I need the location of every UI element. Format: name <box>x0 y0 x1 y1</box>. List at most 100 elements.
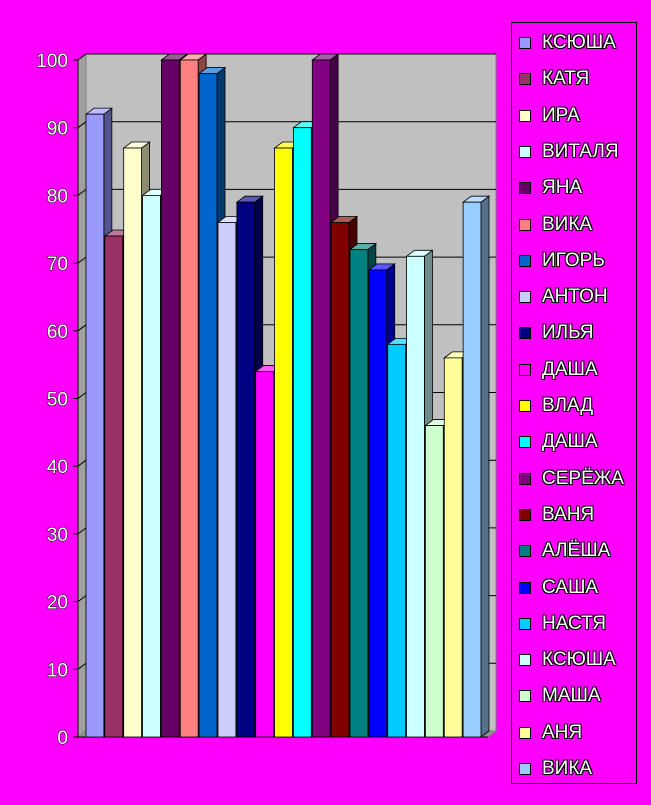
legend-item: АЛЁША <box>519 541 637 561</box>
legend-item: АНТОН <box>519 287 637 307</box>
bar-front <box>161 59 180 738</box>
legend-item: ЯНА <box>519 178 637 198</box>
bar-front <box>387 343 406 738</box>
y-tick-label: 70 <box>47 254 68 275</box>
legend-item: ДАША <box>519 358 637 380</box>
legend-item: ИРА <box>519 104 637 126</box>
legend-item: ВАНЯ <box>519 503 637 525</box>
bar-front <box>330 222 350 738</box>
bar-front <box>425 425 444 738</box>
gridline-wall <box>77 256 87 264</box>
legend-label: ВИТАЛЯ <box>542 140 619 162</box>
legend-swatch <box>519 327 531 340</box>
legend-label: ВИКА <box>542 758 593 779</box>
bar-front <box>462 201 482 738</box>
y-tick-label: 10 <box>47 660 68 681</box>
bar-front <box>274 147 293 738</box>
legend-label: КАТЯ <box>542 68 590 90</box>
y-tick-label: 60 <box>47 322 68 343</box>
bar-front <box>85 113 105 738</box>
legend-label: ИРА <box>542 104 580 126</box>
legend-label: СЕРЁЖА <box>542 467 624 489</box>
bar-front <box>443 357 463 738</box>
legend-item: ИЛЬЯ <box>519 323 637 343</box>
legend-label: ИЛЬЯ <box>542 322 594 344</box>
legend-swatch <box>519 581 531 594</box>
legend-label: АЛЁША <box>542 540 611 562</box>
y-tick-label: 20 <box>47 593 68 614</box>
bar-front <box>255 371 274 738</box>
bar-front <box>104 235 124 738</box>
legend-swatch <box>519 690 531 703</box>
y-tick-label: 0 <box>57 728 68 749</box>
gridline-wall <box>77 527 87 535</box>
legend-swatch <box>519 363 531 376</box>
legend-item: СЕРЁЖА <box>519 467 637 489</box>
legend-item: ДАША <box>519 432 637 452</box>
bar-front <box>123 147 142 738</box>
gridline-wall <box>77 459 87 467</box>
legend-label: ДАША <box>542 431 598 453</box>
legend-swatch <box>519 726 531 739</box>
legend-item: КСЮША <box>519 33 637 53</box>
gridline-wall <box>77 392 87 399</box>
legend-swatch <box>519 73 531 86</box>
legend-item: ВИТАЛЯ <box>519 140 637 162</box>
legend-swatch <box>519 436 531 449</box>
bar-front <box>406 255 425 738</box>
gridline-wall <box>77 53 87 61</box>
bar-front <box>236 201 256 738</box>
legend-item: КСЮША <box>519 650 637 670</box>
chart-legend: КСЮША КАТЯ ИРА ВИТАЛЯ ЯНА ВИКА ИГОРЬ АНТОН ИЛЬЯ Д… <box>511 22 637 784</box>
legend-label: АНЯ <box>542 721 583 743</box>
legend-label: ЯНА <box>542 177 583 199</box>
legend-swatch <box>519 400 531 412</box>
y-tick-label: 40 <box>47 457 68 478</box>
legend-swatch <box>519 617 531 630</box>
legend-swatch <box>519 654 531 667</box>
legend-item: ВИКА <box>519 213 637 235</box>
legend-label: КСЮША <box>542 649 616 671</box>
legend-label: ИГОРЬ <box>542 249 605 271</box>
legend-label: КСЮША <box>542 32 616 53</box>
bar-front <box>349 249 369 738</box>
legend-item: МАША <box>519 686 637 706</box>
bar-front <box>217 222 237 738</box>
legend-swatch <box>519 508 531 521</box>
bar-front <box>368 269 388 738</box>
bar-front <box>293 127 312 738</box>
legend-item: КАТЯ <box>519 69 637 89</box>
legend-swatch <box>519 254 531 267</box>
legend-item: НАСТЯ <box>519 613 637 634</box>
gridline-wall <box>77 595 87 602</box>
legend-swatch <box>519 291 531 304</box>
legend-label: ВАНЯ <box>542 503 595 525</box>
y-axis-ticks: 0 10 20 30 40 50 60 70 80 90 100 <box>36 51 78 750</box>
legend-swatch <box>519 545 531 558</box>
legend-label: АНТОН <box>542 286 608 308</box>
legend-label: САША <box>542 576 599 598</box>
legend-label: ДАША <box>542 358 598 380</box>
legend-item: АНЯ <box>519 721 637 743</box>
bar-front <box>198 73 218 738</box>
legend-swatch <box>519 145 531 158</box>
legend-label: ВИКА <box>542 213 593 235</box>
bar-front <box>142 194 161 738</box>
y-tick-label: 80 <box>47 186 68 207</box>
chart-bars <box>84 53 491 738</box>
legend-swatch <box>519 37 531 49</box>
legend-swatch <box>519 763 531 775</box>
bar-front <box>179 59 199 738</box>
bar-side <box>480 195 490 738</box>
bar-front <box>311 59 331 738</box>
legend-item: ВЛАД <box>519 396 637 416</box>
bar <box>461 195 491 738</box>
legend-item: САША <box>519 576 637 598</box>
legend-swatch <box>519 218 531 231</box>
legend-label: ВЛАД <box>542 395 594 416</box>
y-tick-label: 90 <box>47 119 68 140</box>
legend-swatch <box>519 182 531 195</box>
y-tick-label: 50 <box>47 390 68 411</box>
gridline-wall <box>77 324 87 332</box>
